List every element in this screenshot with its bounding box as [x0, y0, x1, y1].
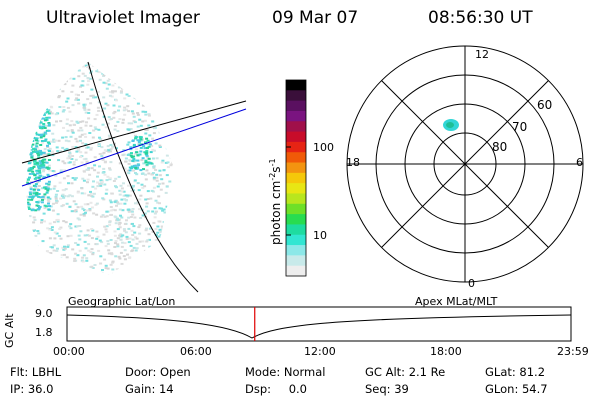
- lat-label-60: 60: [537, 98, 553, 112]
- timeline-x-tick-0: 00:00: [53, 345, 85, 358]
- time-label: 08:56:30 UT: [428, 8, 533, 28]
- mlt-label-0: 0: [468, 277, 475, 290]
- timeline-x-tick-2: 12:00: [304, 345, 336, 358]
- mlt-label-6: 6: [576, 156, 583, 169]
- timeline-x-tick-3: 18:00: [430, 345, 462, 358]
- terminator-arc: [87, 61, 199, 293]
- colorbar-label: photon cm-2s-1: [268, 158, 283, 245]
- info-glat: GLat: 81.2: [485, 365, 546, 379]
- timeline-y-tick-bottom: 1.8: [35, 326, 53, 339]
- info-mode: Mode: Normal: [245, 365, 326, 379]
- latlon-line-black: [21, 100, 247, 164]
- timeline-plot: [66, 306, 572, 342]
- colorbar-tick-100: 100: [313, 141, 334, 154]
- latlon-line-blue: [21, 108, 247, 187]
- instrument-title: Ultraviolet Imager: [46, 8, 200, 28]
- info-glon: GLon: 54.7: [485, 382, 548, 396]
- info-door: Door: Open: [125, 365, 191, 379]
- info-seq: Seq: 39: [365, 382, 409, 396]
- color-bar: [285, 79, 307, 277]
- mlt-label-18: 18: [346, 156, 360, 169]
- date-label: 09 Mar 07: [272, 8, 359, 28]
- timeline-right-title: Apex MLat/MLT: [415, 295, 498, 308]
- timeline-left-title: Geographic Lat/Lon: [68, 295, 176, 308]
- lat-label-70: 70: [512, 120, 528, 134]
- polar-plot: [346, 45, 584, 283]
- info-gain: Gain: 14: [125, 382, 174, 396]
- geographic-image: [21, 61, 247, 293]
- info-flt: Flt: LBHL: [10, 365, 62, 379]
- mlt-label-12: 12: [475, 48, 489, 61]
- info-gc-alt: GC Alt: 2.1 Re: [365, 365, 446, 379]
- timeline-y-label: GC Alt: [3, 313, 16, 348]
- info-ip: IP: 36.0: [10, 382, 54, 396]
- info-dsp: Dsp: 0.0: [245, 382, 307, 396]
- polar-aurora-spot: [443, 119, 459, 131]
- colorbar-tick-10: 10: [313, 229, 327, 242]
- timeline-x-tick-4: 23:59: [557, 345, 589, 358]
- timeline-x-tick-1: 06:00: [180, 345, 212, 358]
- lat-label-80: 80: [492, 140, 508, 154]
- timeline-y-tick-top: 9.0: [35, 307, 53, 320]
